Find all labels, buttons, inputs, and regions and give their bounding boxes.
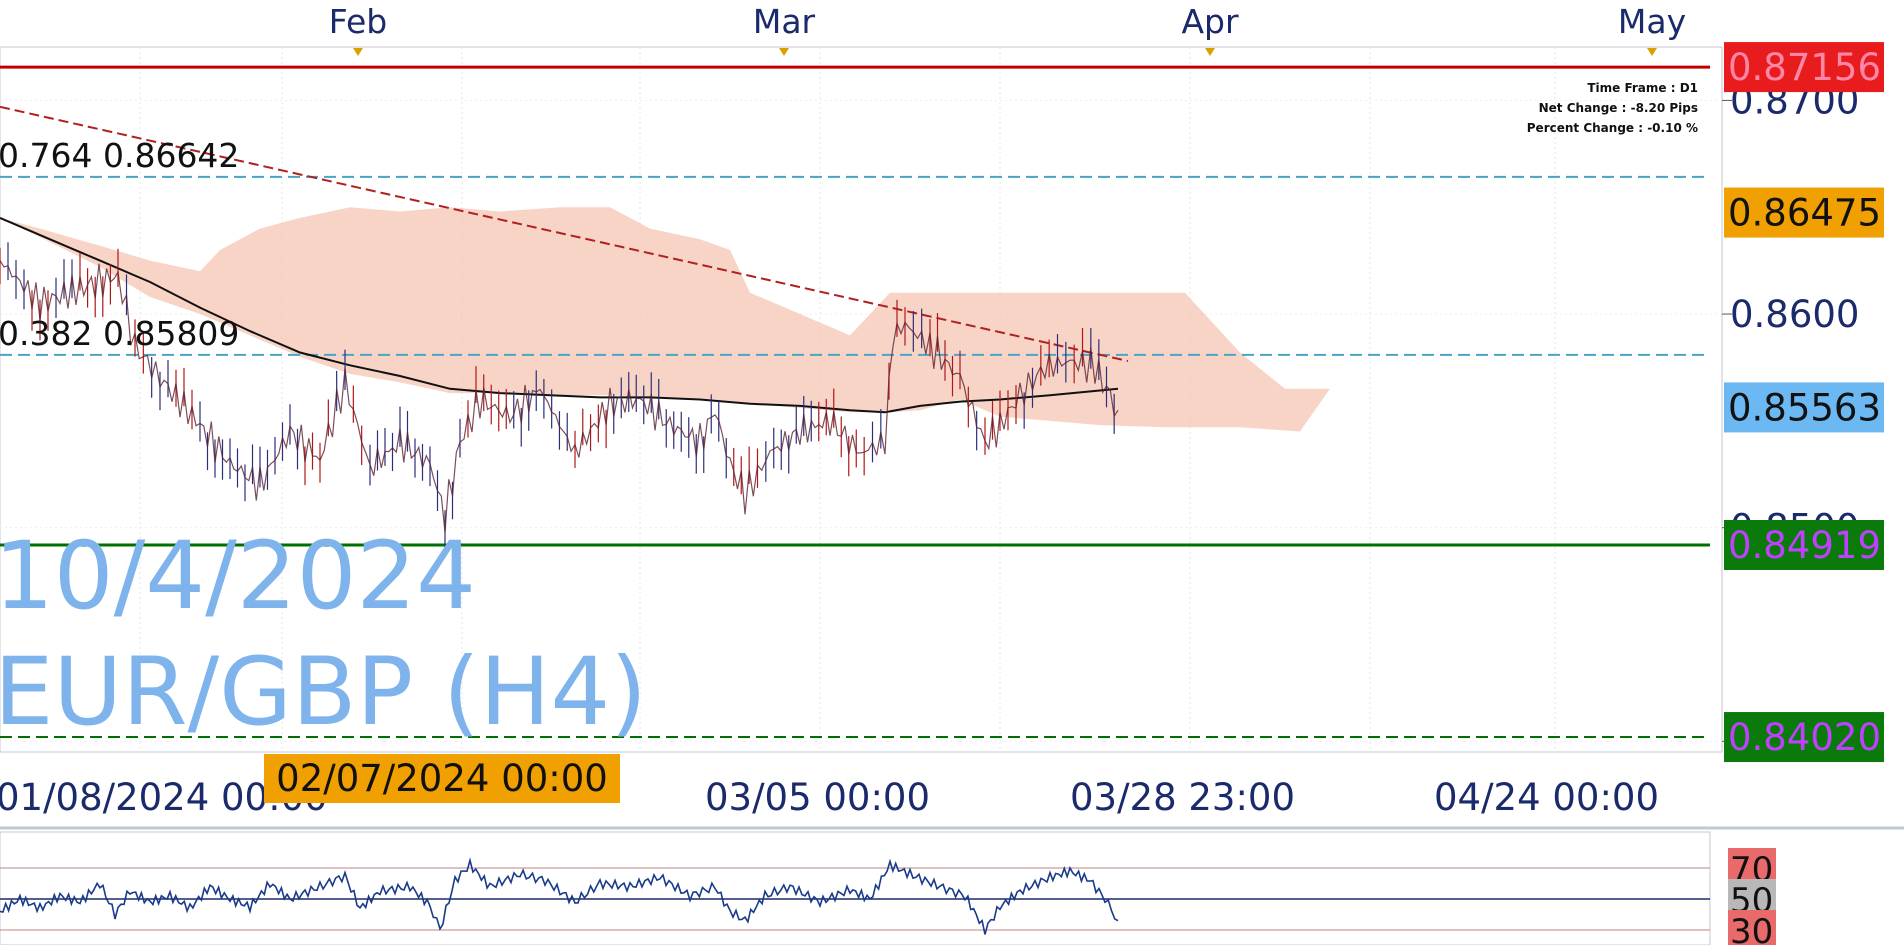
price-label-box [1724, 712, 1884, 763]
price-label: 0.85563 [1728, 386, 1881, 429]
price-labels: 0.87156 0.86475 0.85563 0.84919 0.84020 [1724, 42, 1884, 763]
oscillator-panel [0, 831, 1711, 946]
month-label: May [1618, 2, 1686, 41]
date-tick-label: 03/28 23:00 [1070, 776, 1295, 819]
trendline [0, 105, 1129, 363]
price-label-box [1724, 42, 1884, 93]
moving-average-line [0, 216, 1119, 414]
date-watermark: 10/4/2024 [0, 522, 476, 631]
symbol-watermark: EUR/GBP (H4) [0, 638, 647, 747]
fib-label: 0.382 0.85809 [0, 314, 239, 353]
price-label: 0.84919 [1728, 524, 1881, 567]
month-label: Feb [329, 2, 387, 41]
fib-labels: 0.764 0.86642 0.382 0.85809 [0, 136, 239, 353]
info-net-change: Net Change : -8.20 Pips [1539, 101, 1698, 115]
month-marker [1205, 48, 1215, 56]
horizontal-lines [0, 65, 1710, 739]
month-marker [1647, 48, 1657, 56]
highlighted-date-box [264, 754, 620, 803]
osc-line [0, 857, 1119, 935]
osc-level-label: 30 [1730, 912, 1773, 945]
highlighted-date-label: 02/07/2024 00:00 [276, 757, 608, 800]
cloud-area [0, 207, 1410, 432]
month-marker [353, 48, 363, 56]
info-percent-change: Percent Change : -0.10 % [1527, 121, 1698, 135]
date-tick-label: 04/24 00:00 [1434, 776, 1659, 819]
fib-label: 0.764 0.86642 [0, 136, 239, 175]
price-label-box [1724, 519, 1884, 570]
price-label-box [1724, 382, 1884, 433]
month-axis: Feb Mar Apr May [329, 2, 1686, 56]
month-label: Mar [753, 2, 816, 41]
month-marker [779, 48, 789, 56]
month-label: Apr [1181, 2, 1239, 41]
price-label-box [1724, 187, 1884, 238]
info-time-frame: Time Frame : D1 [1587, 81, 1698, 95]
price-label: 0.86475 [1728, 192, 1881, 235]
date-tick-label: 03/05 00:00 [705, 776, 930, 819]
price-tick-label: 0.8600 [1730, 293, 1859, 336]
price-line [0, 260, 1119, 533]
grid [0, 47, 1722, 752]
ichimoku-cloud [0, 207, 1410, 432]
price-label: 0.87156 [1728, 46, 1881, 89]
trendline-group [0, 105, 1129, 363]
price-label: 0.84020 [1728, 716, 1881, 759]
osc-level-box [1728, 910, 1776, 949]
date-axis: 01/08/2024 00:00 03/05 00:00 03/28 23:00 04… [0, 776, 1659, 819]
series-group [0, 216, 1119, 551]
